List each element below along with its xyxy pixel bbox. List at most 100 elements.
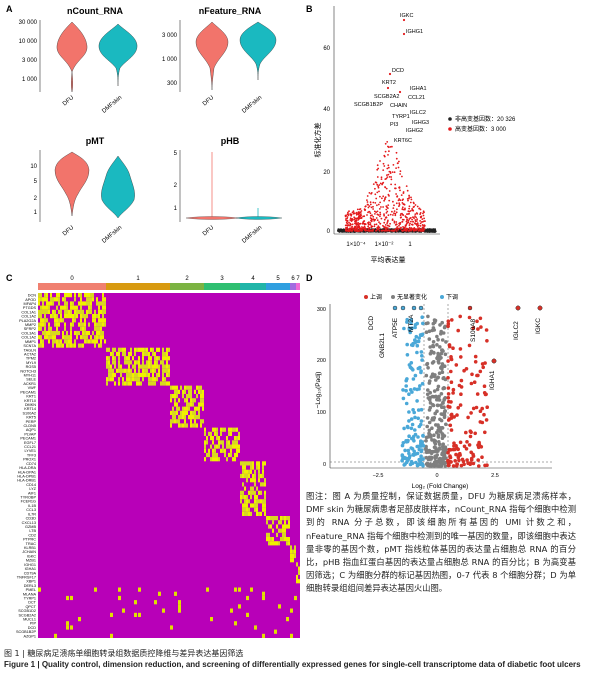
volcano-point: [452, 441, 456, 446]
volcano-point: [413, 415, 417, 420]
scatter-point: [400, 216, 402, 219]
heatmap-cell: [148, 356, 150, 361]
volcano-gene-label: MT2A: [408, 314, 415, 332]
heatmap-cell: [268, 516, 270, 521]
heatmap-cell: [182, 415, 184, 420]
heatmap-cell: [122, 347, 124, 352]
heatmap-gene-label: TYRP1: [24, 597, 36, 601]
heatmap-cell: [124, 360, 126, 365]
heatmap-cell: [222, 448, 224, 453]
heatmap-cell: [254, 507, 256, 512]
scatter-point: [378, 229, 381, 232]
volcano-point: [435, 464, 440, 468]
volcano-point: [425, 416, 430, 420]
heatmap-cell: [112, 368, 114, 373]
scatter-point: [403, 226, 405, 229]
cluster-label: 1: [136, 276, 140, 282]
violin-dfu-base: [185, 216, 239, 220]
scatter-point: [404, 224, 407, 227]
volcano-point: [420, 315, 425, 320]
heatmap-cell: [68, 343, 70, 348]
scatter-point: [348, 227, 351, 230]
volcano-point: [405, 342, 410, 347]
heatmap-cell: [132, 356, 134, 361]
heatmap-cell: [200, 398, 202, 403]
gene-label: SCGB1B2P: [354, 102, 383, 108]
heatmap-cell: [264, 490, 266, 495]
scatter-point: [350, 227, 353, 230]
scatter-point: [363, 229, 366, 231]
heatmap-cell: [94, 322, 96, 327]
heatmap-cell: [252, 486, 254, 491]
scatter-point: [370, 192, 373, 194]
heatmap-cell: [166, 381, 168, 386]
scatter-point: [380, 217, 383, 220]
heatmap-cell: [66, 301, 68, 306]
heatmap-cell: [140, 364, 142, 369]
heatmap-cell: [250, 495, 252, 500]
volcano-point: [465, 458, 469, 462]
heatmap-cell: [50, 326, 52, 331]
y-tick: 0: [323, 462, 326, 468]
heatmap-cell: [246, 461, 248, 466]
legend-dot-nonhvg: [448, 117, 452, 121]
heatmap-cell: [98, 343, 100, 348]
volcano-point: [483, 430, 487, 435]
heatmap-cell: [254, 490, 256, 495]
heatmap-cell: [202, 402, 204, 407]
heatmap-cell: [186, 398, 188, 403]
scatter-point: [354, 221, 357, 223]
heatmap-cell: [94, 314, 96, 319]
scatter-point: [383, 154, 386, 157]
heatmap-cell: [248, 507, 250, 512]
heatmap-cell: [186, 385, 188, 390]
heatmap-cell: [172, 410, 174, 416]
volcano-point: [440, 462, 444, 466]
heatmap-cell: [246, 469, 248, 474]
gene-label: PI3: [390, 122, 398, 128]
heatmap-cell: [152, 351, 154, 357]
y-tick: 300: [167, 81, 178, 87]
scatter-point: [401, 230, 404, 232]
heatmap-cell: [242, 503, 244, 508]
volcano-point: [451, 387, 456, 392]
heatmap-gene-label: AZGP1: [24, 634, 36, 638]
heatmap-cell: [86, 314, 88, 319]
heatmap-cell: [138, 347, 140, 352]
heatmap-gene-label: NOTCH3: [20, 369, 36, 373]
heatmap-cell: [84, 322, 86, 327]
heatmap-cell: [256, 465, 258, 470]
heatmap-cell: [286, 516, 288, 521]
heatmap-cell: [266, 532, 268, 538]
heatmap-cell: [170, 419, 172, 424]
heatmap-cell: [198, 406, 200, 411]
scatter-point: [377, 225, 380, 228]
panel-c-letter: C: [6, 273, 13, 283]
heatmap-cell: [254, 495, 256, 500]
heatmap-cell: [60, 343, 62, 348]
y-tick: 10 000: [19, 39, 38, 45]
scatter-point: [419, 225, 422, 227]
heatmap-cell: [178, 398, 180, 403]
heatmap-cell: [278, 541, 280, 546]
heatmap-cell: [128, 381, 130, 386]
heatmap-cell: [150, 377, 152, 382]
heatmap-cell: [88, 339, 90, 344]
scatter-point: [384, 186, 386, 188]
heatmap-cell: [258, 469, 260, 474]
scatter-point: [387, 204, 390, 207]
heatmap-cell: [40, 322, 42, 327]
scatter-point: [394, 212, 397, 215]
scatter-point: [405, 228, 408, 231]
heatmap-cell: [294, 553, 296, 559]
heatmap-gene-label: MYL9: [26, 361, 36, 365]
heatmap-cell: [162, 372, 164, 378]
scatter-point: [367, 230, 370, 232]
heatmap-cell: [252, 490, 254, 495]
heatmap-cell: [94, 326, 96, 331]
volcano-point: [420, 381, 425, 386]
volcano-point: [442, 398, 446, 402]
heatmap-cell: [168, 347, 170, 352]
scatter-point: [402, 191, 405, 193]
heatmap-cell: [168, 356, 170, 361]
